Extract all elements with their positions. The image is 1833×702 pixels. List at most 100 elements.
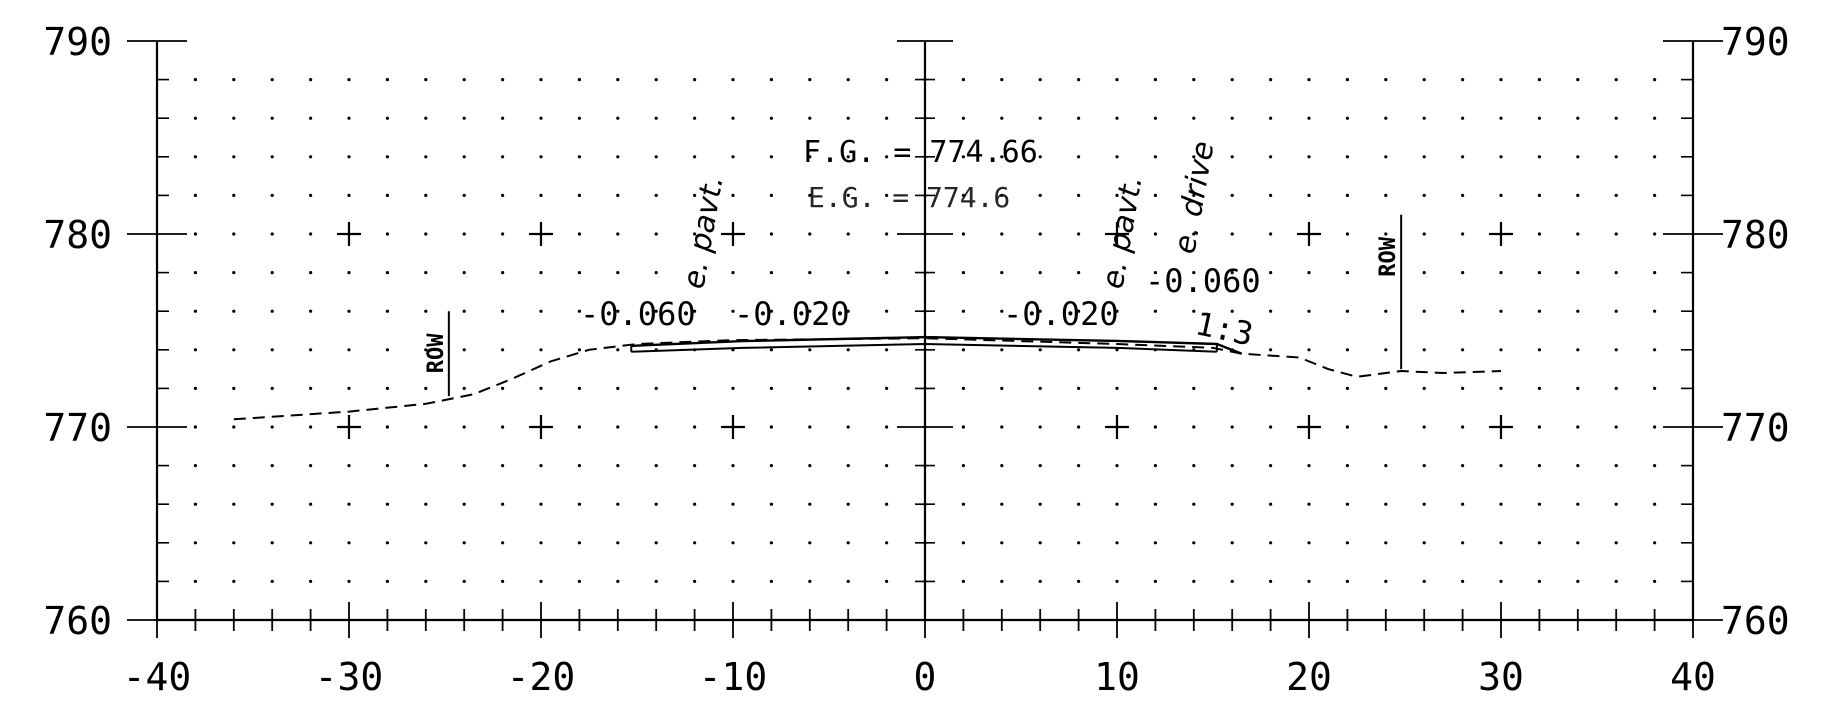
grid-dot [1077,464,1081,468]
grid-dot [1000,78,1004,82]
grid-dot [1653,193,1657,197]
grid-dot [1653,232,1657,236]
grid-dot [846,232,850,236]
grid-dot [1384,155,1388,159]
grid-dot [1115,271,1119,275]
grid-dot [846,155,850,159]
grid-dot [309,78,313,82]
grid-dot [1077,309,1081,313]
grid-dot [193,309,197,313]
grid-dot [309,116,313,120]
grid-dot [1653,155,1657,159]
grid-dot [693,541,697,545]
grid-dot [1422,348,1426,352]
grid-dot [885,116,889,120]
grid-dot [808,579,812,584]
grid-dot [1614,116,1618,120]
grid-dot [1115,348,1119,352]
grid-dot [424,386,428,390]
axes [155,41,1695,622]
grid-dot [501,502,505,506]
grid-dot [1461,309,1465,313]
grid-dot [616,193,620,197]
grid-dot [1038,579,1042,584]
grid-dot [539,155,543,159]
x-tick-label: -10 [699,655,768,699]
grid-dot [539,309,543,313]
grid-dot [1153,425,1157,429]
grid-dot [1345,116,1349,120]
grid-dot [1499,116,1503,120]
grid-dot [501,309,505,313]
grid-dot [347,116,351,120]
grid-dot [193,348,197,352]
grid-dot [424,78,428,82]
slope-right-inner: -0.020 [1003,295,1119,333]
grid-dot [462,309,466,313]
y-tick-label-right: 770 [1721,406,1790,450]
grid-dot [309,348,313,352]
grid-dot [1537,464,1541,468]
grid-dot [654,232,658,236]
grid-dot [1345,309,1349,313]
grid-dot [501,232,505,236]
grid-dot [1576,309,1580,313]
grid-dot [501,386,505,390]
grid-dot [347,193,351,197]
grid-dot [424,502,428,506]
grid-dot [232,155,236,159]
grid-dot [1384,464,1388,468]
grid-dot [1153,541,1157,545]
grid-dot [539,193,543,197]
grid-dot [462,155,466,159]
grid-dot [347,541,351,545]
grid-dot [1038,348,1042,352]
grid-dot [885,579,889,584]
grid-dot [539,116,543,120]
x-tick-label: -30 [315,655,384,699]
grid-dot [616,232,620,236]
grid-dot [1422,232,1426,236]
grid-dot [961,579,966,584]
grid-dot [731,541,735,545]
grid-dot [1614,193,1618,197]
grid-dot [1230,309,1234,313]
grid-dot [1000,116,1004,120]
grid-dot [1384,193,1388,197]
grid-dot [1384,116,1388,120]
eg-label: E.G. = 774.6 [808,181,1010,214]
grid-dot [769,386,774,390]
grid-dot [501,116,505,120]
plus-marker [337,222,361,246]
grid-dot [1461,425,1465,429]
grid-dot [731,271,735,275]
grid-dot [693,78,697,82]
grid-dot [808,78,812,82]
grid-dot [1153,579,1157,584]
grid-dot [731,464,735,468]
grid-dot [1461,502,1465,506]
grid-dot [577,348,582,352]
grid-dot [961,502,966,506]
side-slope-label: 1:3 [1192,304,1256,353]
grid-dot [270,425,274,429]
grid-dot [577,386,582,390]
grid-dot [961,193,966,197]
grid-dot [1077,579,1081,584]
grid-dot [1384,78,1388,82]
grid-dot [1461,348,1465,352]
grid-dot [385,386,389,390]
grid-dot [462,541,466,545]
grid-dot [1537,386,1541,390]
grid-dot [654,193,658,197]
grid-dot [1115,155,1119,159]
grid-dot [1153,155,1157,159]
grid-dot [1269,271,1273,275]
grid-dot [1614,78,1618,82]
grid-dot [693,425,697,429]
grid-dot [501,579,505,584]
grid-dot [885,386,889,390]
grid-dot [539,78,543,82]
grid-dot [1422,193,1426,197]
